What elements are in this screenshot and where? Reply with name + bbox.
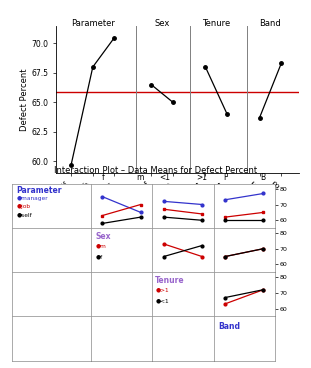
Text: ●<1: ●<1	[155, 299, 169, 304]
Text: ●self: ●self	[16, 212, 32, 217]
Text: B: B	[260, 173, 265, 182]
Text: Sex: Sex	[155, 19, 170, 28]
Text: Tenure: Tenure	[155, 276, 185, 285]
Text: ●manager: ●manager	[16, 197, 48, 201]
Text: Parameter: Parameter	[16, 186, 62, 195]
Text: Band: Band	[219, 322, 240, 331]
Text: Interaction Plot – Data Means for Defect Percent: Interaction Plot – Data Means for Defect…	[54, 166, 257, 175]
Text: f: f	[102, 173, 104, 182]
Text: Band: Band	[259, 19, 281, 28]
Text: F: F	[224, 173, 228, 182]
Text: ●m: ●m	[96, 244, 107, 249]
Text: Sex: Sex	[96, 232, 111, 241]
Text: Parameter: Parameter	[71, 19, 115, 28]
Text: ●job: ●job	[16, 204, 30, 209]
Text: <1: <1	[159, 173, 170, 182]
Text: Tenure: Tenure	[202, 19, 230, 28]
Text: ●>1: ●>1	[155, 288, 169, 293]
Text: m: m	[136, 173, 144, 182]
Y-axis label: Defect Percent: Defect Percent	[20, 68, 29, 131]
Text: ●f: ●f	[96, 255, 103, 260]
Text: >1: >1	[196, 173, 207, 182]
